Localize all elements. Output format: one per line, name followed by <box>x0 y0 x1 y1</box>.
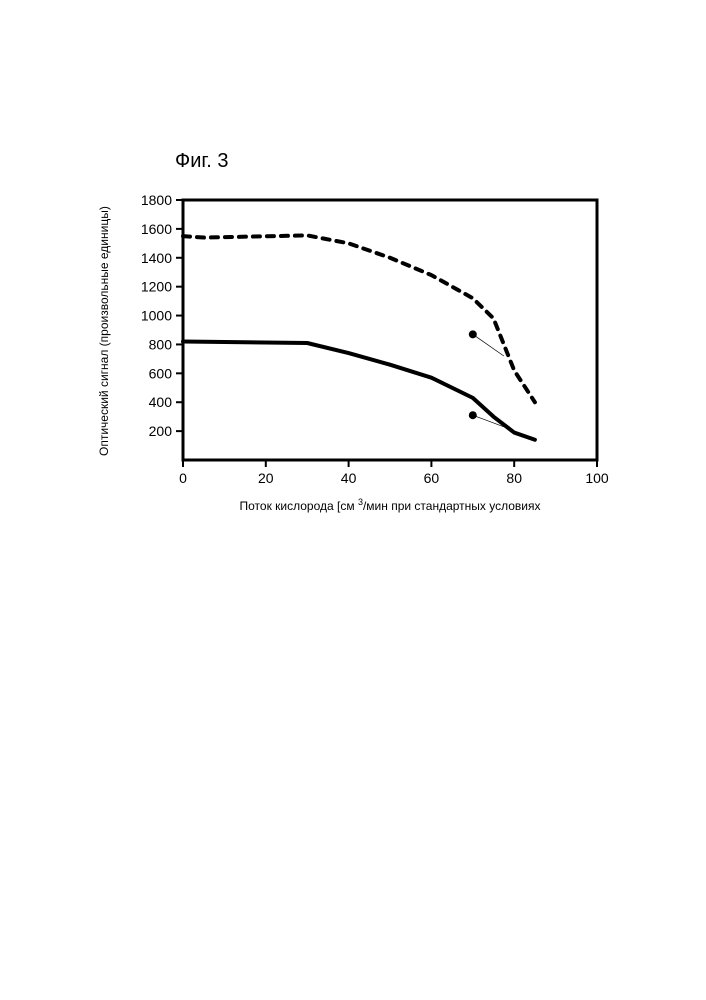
x-tick-label: 40 <box>341 470 357 486</box>
x-tick-label: 20 <box>258 470 274 486</box>
chart-svg: 0 20 40 60 80 100 200 400 600 800 1000 1200 1400 1600… <box>135 195 615 495</box>
y-tick-label: 800 <box>149 336 173 352</box>
y-axis-label: Оптический сигнал (произвольные единицы) <box>97 206 111 456</box>
x-tick-label: 100 <box>585 470 609 486</box>
y-tick-label: 1600 <box>141 221 172 237</box>
y-tick-label: 1400 <box>141 250 172 266</box>
y-tick-label: 1200 <box>141 279 172 295</box>
page: Фиг. 3 0 20 40 60 80 100 200 400 600 800 1000 1200 1… <box>0 0 706 1000</box>
y-tick-label: 200 <box>149 423 173 439</box>
marker-dot <box>469 330 477 338</box>
y-tick-label: 1000 <box>141 308 172 324</box>
chart-area: 0 20 40 60 80 100 200 400 600 800 1000 1200 1400 1600… <box>135 195 615 495</box>
x-tick-label: 60 <box>424 470 440 486</box>
y-tick-label: 1800 <box>141 195 172 208</box>
marker-dot <box>469 411 477 419</box>
plot-border <box>183 200 597 460</box>
y-tick-label: 600 <box>149 365 173 381</box>
x-axis-label: Поток кислорода [см 3/мин при стандартны… <box>240 497 541 513</box>
x-tick-label: 0 <box>179 470 187 486</box>
x-tick-label: 80 <box>506 470 522 486</box>
y-tick-label: 400 <box>149 394 173 410</box>
figure-title: Фиг. 3 <box>175 150 228 173</box>
